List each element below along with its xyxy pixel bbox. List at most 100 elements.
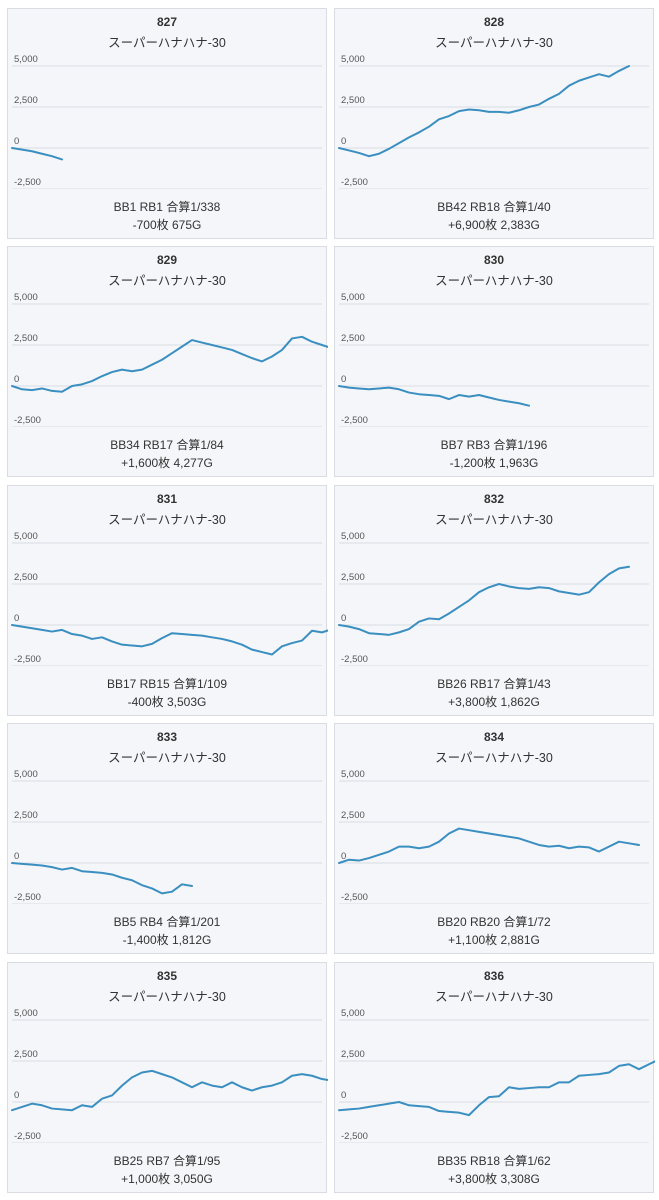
machine-name: スーパーハナハナ-30 xyxy=(435,274,553,288)
y-tick-label: 0 xyxy=(14,374,19,385)
series-line xyxy=(11,1069,328,1112)
machine-name: スーパーハナハナ-30 xyxy=(108,990,226,1004)
history-chart: 5,000 2,500 0 -2,500 xyxy=(11,292,328,427)
medal-games: +1,100枚 2,881G xyxy=(448,933,540,947)
y-tick-label: -2,500 xyxy=(14,1131,41,1142)
machine-card-833[interactable]: 833 スーパーハナハナ-30 5,000 2,500 0 -2,500 BB5 RB… xyxy=(7,723,327,954)
medal-games: -1,200枚 1,963G xyxy=(449,456,539,470)
machine-card-828[interactable]: 828 スーパーハナハナ-30 5,000 2,500 0 -2,500 BB42 R… xyxy=(334,8,654,239)
y-tick-label: -2,500 xyxy=(14,177,41,188)
machine-name: スーパーハナハナ-30 xyxy=(108,751,226,765)
y-tick-label: -2,500 xyxy=(341,177,368,188)
machine-name: スーパーハナハナ-30 xyxy=(435,751,553,765)
medal-games: -700枚 675G xyxy=(132,218,202,232)
y-tick-label: 2,500 xyxy=(341,810,365,821)
medal-games: +1,600枚 4,277G xyxy=(121,456,213,470)
machine-name: スーパーハナハナ-30 xyxy=(435,513,553,527)
machine-number: 828 xyxy=(483,15,505,29)
y-tick-label: 2,500 xyxy=(14,95,38,106)
series-line xyxy=(11,147,63,161)
y-tick-label: -2,500 xyxy=(341,1131,368,1142)
machine-card-834[interactable]: 834 スーパーハナハナ-30 5,000 2,500 0 -2,500 BB20 R… xyxy=(334,723,654,954)
history-chart: 5,000 2,500 0 -2,500 xyxy=(11,769,322,904)
bonus-stats: BB35 RB18 合算1/62 xyxy=(437,1154,551,1168)
machine-name: スーパーハナハナ-30 xyxy=(108,274,226,288)
y-tick-label: 2,500 xyxy=(14,572,38,583)
series-line xyxy=(338,565,630,636)
machine-number: 833 xyxy=(156,730,178,744)
y-tick-label: -2,500 xyxy=(14,892,41,903)
y-tick-label: 0 xyxy=(14,613,19,624)
y-tick-label: 5,000 xyxy=(341,1008,365,1019)
series-line xyxy=(338,385,530,407)
machine-number: 831 xyxy=(156,492,178,506)
series-line xyxy=(11,335,328,393)
y-tick-label: 2,500 xyxy=(14,1049,38,1060)
history-chart: 5,000 2,500 0 -2,500 xyxy=(11,54,322,189)
bonus-stats: BB34 RB17 合算1/84 xyxy=(110,438,224,452)
series-line xyxy=(11,862,193,895)
machine-card-830[interactable]: 830 スーパーハナハナ-30 5,000 2,500 0 -2,500 BB7 RB… xyxy=(334,246,654,477)
y-tick-label: 5,000 xyxy=(14,1008,38,1019)
y-tick-label: 0 xyxy=(341,136,346,147)
bonus-stats: BB25 RB7 合算1/95 xyxy=(113,1154,221,1168)
history-chart: 5,000 2,500 0 -2,500 xyxy=(338,769,649,904)
history-chart: 5,000 2,500 0 -2,500 xyxy=(11,1008,328,1143)
y-tick-label: 2,500 xyxy=(341,1049,365,1060)
bonus-stats: BB20 RB20 合算1/72 xyxy=(437,915,551,929)
machine-number: 830 xyxy=(483,253,505,267)
bonus-stats: BB1 RB1 合算1/338 xyxy=(113,200,221,214)
y-tick-label: 5,000 xyxy=(14,292,38,303)
medal-games: +3,800枚 3,308G xyxy=(448,1172,540,1186)
machine-name: スーパーハナハナ-30 xyxy=(435,36,553,50)
y-tick-label: 2,500 xyxy=(341,572,365,583)
bonus-stats: BB17 RB15 合算1/109 xyxy=(106,677,228,691)
y-tick-label: -2,500 xyxy=(14,654,41,665)
machine-name: スーパーハナハナ-30 xyxy=(108,513,226,527)
medal-games: -400枚 3,503G xyxy=(127,695,207,709)
machine-number: 834 xyxy=(483,730,505,744)
series-line xyxy=(338,827,640,864)
y-tick-label: 2,500 xyxy=(14,333,38,344)
y-tick-label: 5,000 xyxy=(341,531,365,542)
series-line xyxy=(11,624,328,656)
machine-number: 835 xyxy=(156,969,178,983)
history-chart: 5,000 2,500 0 -2,500 xyxy=(338,531,649,666)
y-tick-label: 5,000 xyxy=(341,292,365,303)
machine-card-835[interactable]: 835 スーパーハナハナ-30 5,000 2,500 0 -2,500 BB25 R… xyxy=(7,962,328,1193)
y-tick-label: 2,500 xyxy=(341,333,365,344)
bonus-stats: BB7 RB3 合算1/196 xyxy=(440,438,548,452)
machine-number: 829 xyxy=(156,253,178,267)
y-tick-label: 0 xyxy=(14,1090,19,1101)
bonus-stats: BB26 RB17 合算1/43 xyxy=(437,677,551,691)
bonus-stats: BB42 RB18 合算1/40 xyxy=(437,200,551,214)
machine-card-831[interactable]: 831 スーパーハナハナ-30 5,000 2,500 0 -2,500 BB17 R… xyxy=(7,485,328,716)
y-tick-label: 0 xyxy=(341,851,346,862)
history-chart: 5,000 2,500 0 -2,500 xyxy=(338,1008,655,1143)
y-tick-label: 0 xyxy=(341,374,346,385)
y-tick-label: 5,000 xyxy=(14,531,38,542)
machine-name: スーパーハナハナ-30 xyxy=(435,990,553,1004)
y-tick-label: -2,500 xyxy=(341,654,368,665)
machine-number: 827 xyxy=(156,15,178,29)
machine-card-829[interactable]: 829 スーパーハナハナ-30 5,000 2,500 0 -2,500 BB34 R… xyxy=(7,246,328,477)
history-chart: 5,000 2,500 0 -2,500 xyxy=(11,531,328,666)
machine-card-827[interactable]: 827 スーパーハナハナ-30 5,000 2,500 0 -2,500 BB1 RB… xyxy=(7,8,327,239)
machine-card-836[interactable]: 836 スーパーハナハナ-30 5,000 2,500 0 -2,500 BB35 R… xyxy=(334,962,655,1193)
y-tick-label: 0 xyxy=(341,613,346,624)
medal-games: +6,900枚 2,383G xyxy=(448,218,540,232)
y-tick-label: 5,000 xyxy=(14,54,38,65)
series-line xyxy=(338,1060,655,1117)
y-tick-label: 5,000 xyxy=(14,769,38,780)
bonus-stats: BB5 RB4 合算1/201 xyxy=(113,915,221,929)
y-tick-label: 0 xyxy=(341,1090,346,1101)
y-tick-label: 2,500 xyxy=(341,95,365,106)
medal-games: +3,800枚 1,862G xyxy=(448,695,540,709)
machine-card-832[interactable]: 832 スーパーハナハナ-30 5,000 2,500 0 -2,500 BB26 R… xyxy=(334,485,654,716)
machine-name: スーパーハナハナ-30 xyxy=(108,36,226,50)
y-tick-label: -2,500 xyxy=(341,415,368,426)
y-tick-label: 2,500 xyxy=(14,810,38,821)
medal-games: -1,400枚 1,812G xyxy=(122,933,212,947)
y-tick-label: 5,000 xyxy=(341,769,365,780)
y-tick-label: 5,000 xyxy=(341,54,365,65)
